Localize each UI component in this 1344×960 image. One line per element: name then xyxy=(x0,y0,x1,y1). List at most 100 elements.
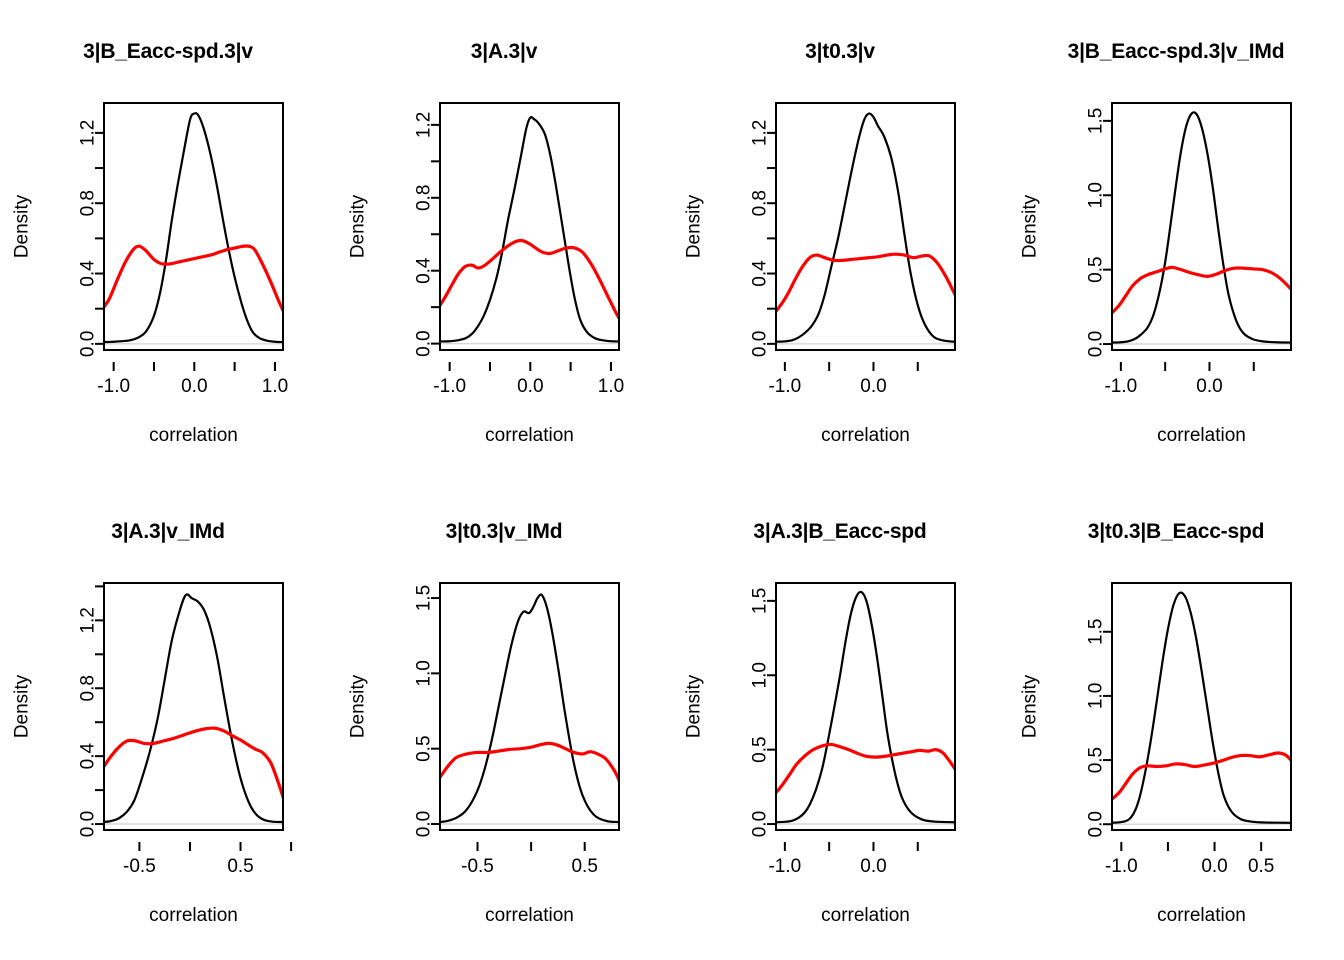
x-tick-label: 0.5 xyxy=(571,856,597,877)
x-axis-title: correlation xyxy=(149,905,238,926)
density-panel: 3|t0.3|v_IMd 0.0 0.5 1.0 1.5 Density -0.5 0.5 co… xyxy=(336,480,672,960)
density-panel: 3|A.3|v_IMd 0.0 0.4 0.8 1.2 Density -0.5 0.5 cor… xyxy=(0,480,336,960)
y-axis-title: Density xyxy=(1020,194,1041,258)
y-axis-title: Density xyxy=(12,194,33,258)
y-tick-label: 0.0 xyxy=(750,811,771,837)
density-panel: 3|t0.3|v 0.0 0.4 0.8 1.2 Density -1.0 0.0 correl… xyxy=(672,0,1008,480)
panel-plot-area: 0.0 0.5 1.0 1.5 Density -1.0 0.0 correlation xyxy=(1020,102,1292,446)
plot-box xyxy=(1111,582,1292,831)
y-tick-label: 1.5 xyxy=(750,588,771,614)
x-tick-label: 0.5 xyxy=(1248,856,1274,877)
panel-plot-area: 0.0 0.4 0.8 1.2 Density -0.5 0.5 correlation xyxy=(12,582,293,926)
x-axis-title: correlation xyxy=(485,425,574,446)
density-curve-black-density xyxy=(1113,591,1290,824)
y-tick-label: 0.5 xyxy=(1086,256,1107,282)
y-tick-label: 1.2 xyxy=(78,607,99,633)
x-tick-label: -1.0 xyxy=(1104,376,1137,397)
x-tick-label: 0.0 xyxy=(860,856,886,877)
y-tick-label: 1.5 xyxy=(1086,619,1107,645)
plot-box xyxy=(439,582,620,831)
density-curve-black-density xyxy=(441,593,618,824)
x-tick-label: -0.5 xyxy=(123,856,156,877)
panel-title: 3|B_Eacc-spd.3|v xyxy=(83,40,253,63)
y-tick-label: 0.8 xyxy=(78,190,99,216)
density-curve-red-density xyxy=(441,741,618,782)
y-axis-title: Density xyxy=(348,674,369,738)
x-tick-label: 0.0 xyxy=(181,376,207,397)
x-axis-title: correlation xyxy=(149,425,238,446)
plot-box xyxy=(103,102,284,351)
density-panel: 3|A.3|B_Eacc-spd 0.0 0.5 1.0 1.5 Density -1.0 0… xyxy=(672,480,1008,960)
y-tick-label: 1.0 xyxy=(414,660,435,686)
y-tick-label: 0.8 xyxy=(414,185,435,211)
x-tick-label: -1.0 xyxy=(1105,856,1138,877)
plot-box xyxy=(439,102,620,351)
density-curve-red-density xyxy=(1113,751,1290,801)
density-curve-black-density xyxy=(105,112,282,344)
y-tick-label: 0.0 xyxy=(750,331,771,357)
y-tick-label: 0.0 xyxy=(414,811,435,837)
panel-title: 3|A.3|v xyxy=(470,40,538,63)
y-tick-label: 1.2 xyxy=(750,120,771,146)
panel-plot-area: 0.0 0.5 1.0 1.5 Density -1.0 0.0 0.5 correlation xyxy=(1020,582,1292,926)
panel-title: 3|A.3|v_IMd xyxy=(111,520,225,543)
y-axis-title: Density xyxy=(684,194,705,258)
y-tick-label: 0.0 xyxy=(78,331,99,357)
y-tick-label: 0.8 xyxy=(750,190,771,216)
density-curve-red-density xyxy=(777,742,954,795)
y-tick-label: 1.0 xyxy=(750,662,771,688)
panel-title: 3|t0.3|v xyxy=(805,40,875,63)
density-panel: 3|A.3|v 0.0 0.4 0.8 1.2 Density -1.0 0.0 1.0 corr… xyxy=(336,0,672,480)
panel-title: 3|B_Eacc-spd.3|v_IMd xyxy=(1067,40,1285,63)
y-tick-label: 0.4 xyxy=(78,743,99,770)
x-tick-label: 1.0 xyxy=(262,376,288,397)
y-tick-label: 0.4 xyxy=(750,260,771,287)
y-axis-title: Density xyxy=(348,194,369,258)
y-tick-label: 0.5 xyxy=(414,735,435,761)
x-tick-label: -1.0 xyxy=(768,376,801,397)
y-tick-label: 0.0 xyxy=(78,811,99,837)
density-curve-red-density xyxy=(105,726,282,799)
x-tick-label: 0.0 xyxy=(1201,856,1227,877)
x-axis-title: correlation xyxy=(821,425,910,446)
plot-box xyxy=(103,582,284,831)
y-tick-label: 0.4 xyxy=(78,260,99,287)
panel-title: 3|t0.3|v_IMd xyxy=(445,520,563,543)
x-tick-label: 0.0 xyxy=(517,376,543,397)
y-axis-title: Density xyxy=(684,674,705,738)
x-tick-label: -1.0 xyxy=(768,856,801,877)
panel-plot-area: 0.0 0.5 1.0 1.5 Density -0.5 0.5 correlation xyxy=(348,582,620,926)
x-axis-title: correlation xyxy=(1157,425,1246,446)
y-tick-label: 0.0 xyxy=(1086,811,1107,837)
plot-box xyxy=(775,102,956,351)
y-tick-label: 1.5 xyxy=(414,585,435,611)
density-curve-black-density xyxy=(105,593,282,824)
x-tick-label: -1.0 xyxy=(433,376,466,397)
density-curve-black-density xyxy=(441,116,618,343)
panel-plot-area: 0.0 0.4 0.8 1.2 Density -1.0 0.0 correlation xyxy=(684,102,956,446)
x-tick-label: -0.5 xyxy=(461,856,494,877)
y-tick-label: 0.0 xyxy=(414,330,435,356)
x-tick-label: 0.0 xyxy=(1196,376,1222,397)
panel-title: 3|t0.3|B_Eacc-spd xyxy=(1087,520,1265,543)
y-axis-title: Density xyxy=(1020,674,1041,738)
y-tick-label: 1.2 xyxy=(414,112,435,138)
y-tick-label: 1.0 xyxy=(1086,182,1107,208)
x-axis-title: correlation xyxy=(1157,905,1246,926)
plot-box xyxy=(1111,102,1292,351)
density-panel: 3|B_Eacc-spd.3|v 0.0 0.4 0.8 1.2 Density -1.0 0… xyxy=(0,0,336,480)
plot-box xyxy=(775,582,956,831)
y-axis-title: Density xyxy=(12,674,33,738)
density-curve-red-density xyxy=(1113,265,1290,315)
y-tick-label: 0.8 xyxy=(78,675,99,701)
panel-title: 3|A.3|B_Eacc-spd xyxy=(753,520,927,543)
y-tick-label: 0.5 xyxy=(1086,747,1107,773)
y-tick-label: 1.0 xyxy=(1086,683,1107,709)
x-axis-title: correlation xyxy=(485,905,574,926)
y-tick-label: 0.4 xyxy=(414,257,435,284)
x-tick-label: 0.5 xyxy=(227,856,253,877)
x-tick-label: 0.0 xyxy=(860,376,886,397)
y-tick-label: 0.0 xyxy=(1086,331,1107,357)
y-tick-label: 1.2 xyxy=(78,120,99,146)
